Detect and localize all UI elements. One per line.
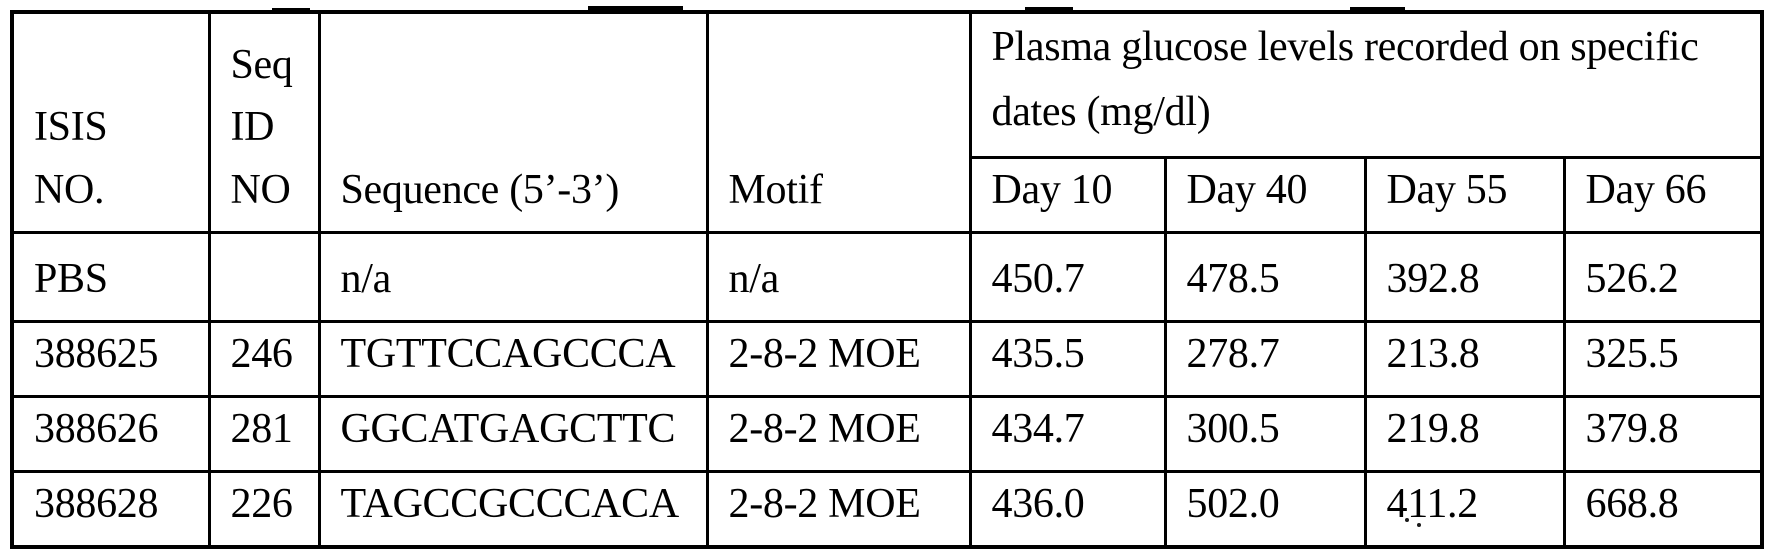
cell-day66: 379.8	[1562, 394, 1764, 473]
header-cell-sequence: Sequence (5’-3’)	[317, 10, 709, 234]
scan-artifact	[588, 6, 683, 14]
scan-artifact	[272, 8, 310, 14]
table-row-pbs: PBS n/a n/a 450.7 478.5 392.8 526.2	[10, 230, 1764, 323]
cell-sequence: n/a	[317, 230, 709, 323]
cell-day10: 434.7	[968, 394, 1167, 473]
cell-day55: 411.2	[1363, 469, 1566, 549]
cell-day66: 526.2	[1562, 230, 1764, 323]
table-row-388626: 388626 281 GGCATGAGCTTC 2-8-2 MOE 434.7 …	[10, 394, 1764, 473]
scan-artifact	[1025, 7, 1073, 14]
scan-artifact	[1405, 518, 1409, 522]
scan-artifact	[1350, 7, 1405, 14]
header-row-days: Day 10 Day 40 Day 55 Day 66	[12, 155, 1764, 234]
cell-motif: 2-8-2 MOE	[705, 394, 972, 473]
cell-motif: 2-8-2 MOE	[705, 469, 972, 549]
table-row-388625: 388625 246 TGTTCCAGCCCA 2-8-2 MOE 435.5 …	[10, 319, 1764, 398]
cell-isis-no: 388628	[10, 469, 211, 549]
glucose-results-table: ISIS NO. Seq ID NO Sequence (5’-3’) Moti…	[10, 10, 1764, 550]
cell-seq-id	[207, 230, 321, 323]
cell-day40: 300.5	[1163, 394, 1367, 473]
cell-motif: n/a	[705, 230, 972, 323]
cell-day55: 213.8	[1363, 319, 1566, 398]
table-row-388628: 388628 226 TAGCCGCCCACA 2-8-2 MOE 436.0 …	[10, 469, 1764, 549]
cell-day40: 478.5	[1163, 230, 1367, 323]
cell-sequence: TAGCCGCCCACA	[317, 469, 709, 549]
header-cell-day-66: Day 66	[1562, 155, 1764, 234]
header-cell-day-40: Day 40	[1163, 155, 1367, 234]
header-row-top: ISIS NO. Seq ID NO Sequence (5’-3’) Moti…	[10, 10, 1764, 234]
header-cell-day-55: Day 55	[1363, 155, 1566, 234]
cell-seq-id: 281	[207, 394, 321, 473]
cell-day66: 325.5	[1562, 319, 1764, 398]
cell-day40: 278.7	[1163, 319, 1367, 398]
cell-isis-no: PBS	[10, 230, 211, 323]
header-cell-glucose-span: Plasma glucose levels recorded on specif…	[968, 10, 1764, 159]
cell-day66: 668.8	[1562, 469, 1764, 549]
header-cell-day-10: Day 10	[968, 155, 1167, 234]
cell-isis-no: 388625	[10, 319, 211, 398]
cell-isis-no: 388626	[10, 394, 211, 473]
cell-day55: 392.8	[1363, 230, 1566, 323]
scan-artifact	[1417, 523, 1421, 527]
cell-seq-id: 226	[207, 469, 321, 549]
cell-sequence: GGCATGAGCTTC	[317, 394, 709, 473]
header-cell-isis-no: ISIS NO.	[10, 10, 211, 234]
cell-day10: 450.7	[968, 230, 1167, 323]
cell-motif: 2-8-2 MOE	[705, 319, 972, 398]
cell-day10: 436.0	[968, 469, 1167, 549]
cell-sequence: TGTTCCAGCCCA	[317, 319, 709, 398]
cell-seq-id: 246	[207, 319, 321, 398]
header-cell-seq-id-no: Seq ID NO	[207, 10, 321, 234]
cell-day40: 502.0	[1163, 469, 1367, 549]
header-cell-motif: Motif	[705, 10, 972, 234]
cell-day55: 219.8	[1363, 394, 1566, 473]
cell-day10: 435.5	[968, 319, 1167, 398]
